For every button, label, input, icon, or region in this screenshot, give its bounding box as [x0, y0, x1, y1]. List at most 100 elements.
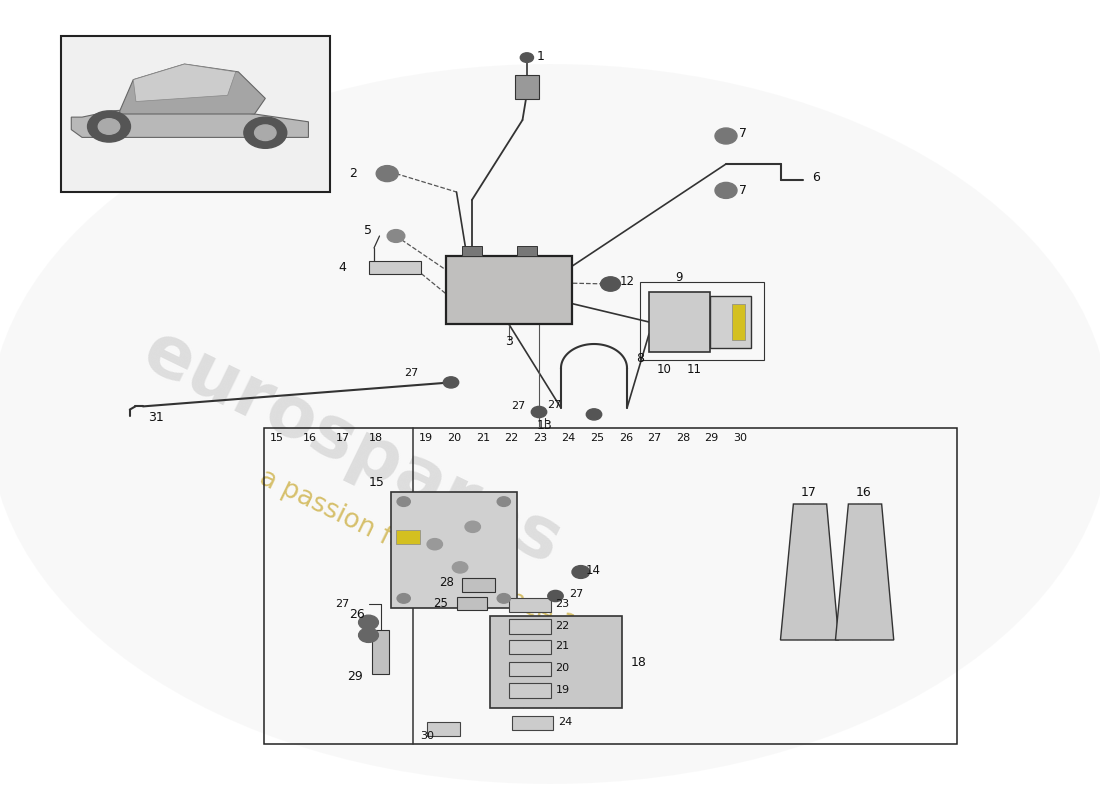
Text: 17: 17 [337, 433, 350, 442]
Text: eurospares: eurospares [132, 317, 572, 579]
Bar [372, 630, 389, 674]
Text: 27: 27 [547, 400, 561, 410]
Circle shape [359, 628, 378, 642]
Text: 16: 16 [304, 433, 317, 442]
Text: 26: 26 [619, 433, 632, 442]
Circle shape [548, 590, 563, 602]
Text: 27: 27 [512, 402, 526, 411]
Circle shape [443, 377, 459, 388]
Bar [517, 246, 537, 256]
Text: 11: 11 [686, 363, 702, 376]
Text: 24: 24 [562, 433, 575, 442]
Text: 15: 15 [271, 433, 284, 442]
Text: 15: 15 [370, 476, 385, 489]
Bar [60, 36, 330, 192]
Bar [456, 597, 487, 610]
Bar [427, 722, 460, 736]
Circle shape [572, 566, 590, 578]
Bar [509, 619, 551, 634]
Text: 18: 18 [630, 655, 646, 669]
Circle shape [397, 497, 410, 506]
Text: 13: 13 [537, 419, 552, 432]
Text: 5: 5 [364, 224, 372, 237]
Text: 4: 4 [339, 261, 346, 274]
Bar [509, 683, 551, 698]
Text: 30: 30 [420, 731, 433, 741]
Circle shape [397, 594, 410, 603]
Circle shape [88, 111, 131, 142]
Bar [640, 282, 764, 360]
Circle shape [376, 166, 398, 182]
Circle shape [98, 118, 120, 134]
Text: 3: 3 [505, 335, 513, 348]
Bar [264, 428, 957, 744]
Text: 21: 21 [476, 433, 490, 442]
Text: 1: 1 [537, 50, 544, 62]
Circle shape [452, 562, 468, 573]
Text: 17: 17 [801, 486, 816, 498]
Text: 10: 10 [657, 363, 672, 376]
Bar [446, 256, 572, 324]
Text: 26: 26 [350, 608, 365, 621]
Bar [490, 616, 622, 708]
Circle shape [715, 128, 737, 144]
Text: 8: 8 [636, 352, 644, 365]
Circle shape [427, 538, 442, 550]
Text: 6: 6 [812, 171, 820, 184]
Circle shape [254, 125, 276, 141]
Text: 27: 27 [648, 433, 661, 442]
Text: 21: 21 [556, 642, 570, 651]
Circle shape [601, 277, 620, 291]
Text: 2: 2 [350, 167, 358, 180]
Text: 28: 28 [676, 433, 690, 442]
Text: 20: 20 [448, 433, 461, 442]
Text: 19: 19 [556, 685, 570, 694]
Circle shape [497, 594, 510, 603]
Text: 22: 22 [556, 621, 570, 630]
Polygon shape [836, 504, 893, 640]
Text: a passion for parts since 1985: a passion for parts since 1985 [255, 465, 625, 663]
Text: 24: 24 [558, 718, 572, 727]
Bar [509, 662, 551, 676]
Bar [509, 598, 551, 612]
Ellipse shape [0, 64, 1100, 784]
Text: 23: 23 [556, 599, 570, 609]
Circle shape [531, 406, 547, 418]
Bar [462, 578, 495, 592]
Circle shape [586, 409, 602, 420]
Text: 19: 19 [419, 433, 432, 442]
Text: 28: 28 [439, 576, 454, 589]
Text: 25: 25 [591, 433, 604, 442]
Text: 23: 23 [534, 433, 547, 442]
Circle shape [465, 522, 481, 533]
Text: 27: 27 [404, 368, 418, 378]
Text: 7: 7 [739, 184, 747, 197]
Bar [396, 530, 420, 544]
Text: 7: 7 [739, 127, 747, 140]
Polygon shape [781, 504, 838, 640]
Polygon shape [72, 106, 308, 138]
Bar [733, 304, 745, 340]
Text: 25: 25 [432, 597, 448, 610]
Circle shape [497, 497, 510, 506]
Text: 27: 27 [336, 599, 350, 609]
Circle shape [244, 117, 287, 148]
Bar [390, 492, 517, 608]
Text: 27: 27 [569, 589, 583, 598]
Bar [710, 296, 751, 348]
Bar [509, 640, 551, 654]
Circle shape [520, 53, 534, 62]
Text: 14: 14 [585, 564, 601, 577]
Text: 20: 20 [556, 663, 570, 673]
Text: 29: 29 [705, 433, 718, 442]
Text: 31: 31 [148, 411, 164, 424]
Text: 18: 18 [370, 433, 383, 442]
Text: 29: 29 [348, 670, 363, 682]
Bar [462, 246, 482, 256]
Circle shape [359, 615, 378, 630]
Circle shape [387, 230, 405, 242]
Bar [515, 75, 539, 99]
Text: 9: 9 [675, 271, 683, 284]
Polygon shape [120, 64, 265, 114]
Bar [368, 261, 421, 274]
